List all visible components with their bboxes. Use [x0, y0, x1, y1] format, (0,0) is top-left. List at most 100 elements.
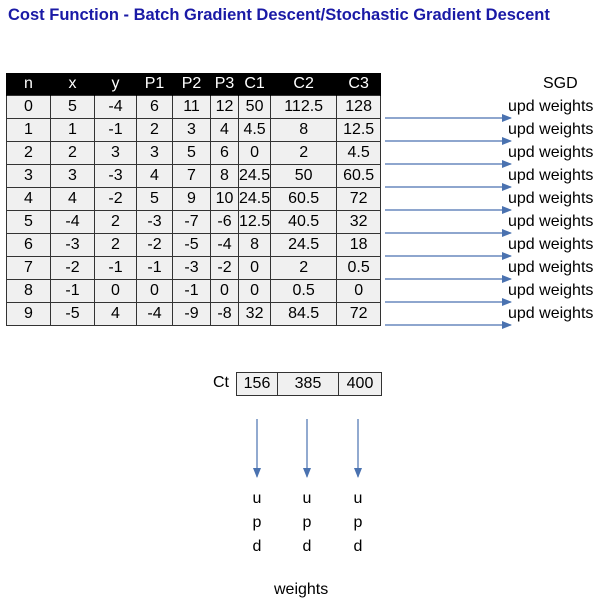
table-cell: -1: [172, 279, 211, 303]
upd-letter: u: [252, 490, 262, 507]
column-header: P3: [210, 73, 239, 96]
table-cell: -4: [50, 210, 95, 234]
column-header: C2: [270, 73, 338, 96]
ct-table: 156 385 400: [236, 372, 382, 396]
column-header: P2: [172, 73, 211, 96]
page-title: Cost Function - Batch Gradient Descent/S…: [8, 6, 550, 24]
ct-cell: 400: [338, 372, 382, 396]
upd-letter: p: [252, 514, 262, 531]
upd-letter: d: [353, 538, 363, 555]
table-cell: 12.5: [336, 118, 382, 142]
table-cell: 32: [336, 210, 382, 234]
column-header: x: [50, 73, 95, 96]
table-cell: -9: [172, 302, 211, 326]
table-cell: 3: [172, 118, 211, 142]
table-cell: 72: [336, 187, 382, 211]
table-cell: 4: [210, 118, 239, 142]
table-cell: 60.5: [336, 164, 382, 188]
weights-label: weights: [274, 581, 329, 598]
sgd-upd-weights-label: upd weights: [508, 234, 594, 256]
upd-letter: p: [353, 514, 363, 531]
table-row: 9 -5 4 -4 -9 -8 32 84.5 72: [6, 302, 382, 326]
table-row: 6 -3 2 -2 -5 -4 8 24.5 18: [6, 233, 382, 257]
table-cell: 0: [336, 279, 382, 303]
table-cell: -1: [94, 118, 137, 142]
upd-letter: d: [252, 538, 262, 555]
sgd-upd-weights-label: upd weights: [508, 303, 594, 325]
table-cell: 24.5: [237, 164, 272, 188]
table-cell: 112.5: [270, 95, 338, 119]
table-cell: 4.5: [336, 141, 382, 165]
table-cell: 128: [336, 95, 382, 119]
table-cell: -1: [136, 256, 173, 280]
upd-letter: p: [302, 514, 312, 531]
table-cell: 18: [336, 233, 382, 257]
sgd-upd-weights-label: upd weights: [508, 257, 594, 279]
table-cell: -6: [210, 210, 239, 234]
table-cell: 3: [50, 164, 95, 188]
ct-cell: 156: [236, 372, 278, 396]
table-cell: -4: [210, 233, 239, 257]
table-cell: 6: [6, 233, 51, 257]
table-header-row: n x y P1 P2 P3 C1 C2 C3: [6, 73, 382, 96]
table-cell: 3: [6, 164, 51, 188]
table-cell: -2: [136, 233, 173, 257]
upd-letter: u: [302, 490, 312, 507]
ct-label: Ct: [213, 374, 229, 391]
table-cell: -3: [50, 233, 95, 257]
sgd-upd-weights-label: upd weights: [508, 96, 594, 118]
table-row: 8 -1 0 0 -1 0 0 0.5 0: [6, 279, 382, 303]
table-cell: 2: [94, 210, 137, 234]
table-cell: 72: [336, 302, 382, 326]
table-cell: 8: [237, 233, 272, 257]
upd-vertical-2: u p d: [300, 487, 314, 559]
table-cell: -1: [50, 279, 95, 303]
column-header: y: [94, 73, 137, 96]
table-row: 1 1 -1 2 3 4 4.5 8 12.5: [6, 118, 382, 142]
ct-cell: 385: [277, 372, 339, 396]
table-cell: 0: [136, 279, 173, 303]
table-cell: 4.5: [237, 118, 272, 142]
sgd-upd-weights-label: upd weights: [508, 280, 594, 302]
table-cell: 1: [6, 118, 51, 142]
column-header: C1: [237, 73, 272, 96]
table-cell: 8: [6, 279, 51, 303]
upd-letter: u: [353, 490, 363, 507]
ct-row: 156 385 400: [236, 372, 382, 396]
table-cell: 6: [210, 141, 239, 165]
table-cell: 0: [210, 279, 239, 303]
table-cell: 9: [172, 187, 211, 211]
table-cell: 5: [50, 95, 95, 119]
table-cell: 2: [136, 118, 173, 142]
table-cell: 2: [6, 141, 51, 165]
upd-vertical-3: u p d: [351, 487, 365, 559]
data-table: n x y P1 P2 P3 C1 C2 C3 0 5 -4 6 11 12 50 112.5…: [6, 73, 382, 326]
table-cell: -8: [210, 302, 239, 326]
table-cell: 11: [172, 95, 211, 119]
table-cell: -2: [210, 256, 239, 280]
table-cell: 0.5: [336, 256, 382, 280]
table-cell: 2: [50, 141, 95, 165]
table-cell: 84.5: [270, 302, 338, 326]
sgd-upd-weights-label: upd weights: [508, 119, 594, 141]
upd-letter: d: [302, 538, 312, 555]
table-row: 0 5 -4 6 11 12 50 112.5 128: [6, 95, 382, 119]
sgd-upd-weights-label: upd weights: [508, 211, 594, 233]
table-cell: 0.5: [270, 279, 338, 303]
sgd-upd-weights-label: upd weights: [508, 142, 594, 164]
table-cell: 0: [6, 95, 51, 119]
upd-vertical-1: u p d: [250, 487, 264, 559]
table-cell: -4: [136, 302, 173, 326]
table-cell: 12: [210, 95, 239, 119]
table-cell: 7: [6, 256, 51, 280]
table-cell: 0: [237, 256, 272, 280]
table-cell: 0: [237, 279, 272, 303]
table-cell: 4: [50, 187, 95, 211]
sgd-upd-weights-label: upd weights: [508, 188, 594, 210]
table-row: 2 2 3 3 5 6 0 2 4.5: [6, 141, 382, 165]
table-row: 3 3 -3 4 7 8 24.5 50 60.5: [6, 164, 382, 188]
table-cell: 2: [270, 256, 338, 280]
table-cell: 2: [270, 141, 338, 165]
table-cell: 50: [237, 95, 272, 119]
